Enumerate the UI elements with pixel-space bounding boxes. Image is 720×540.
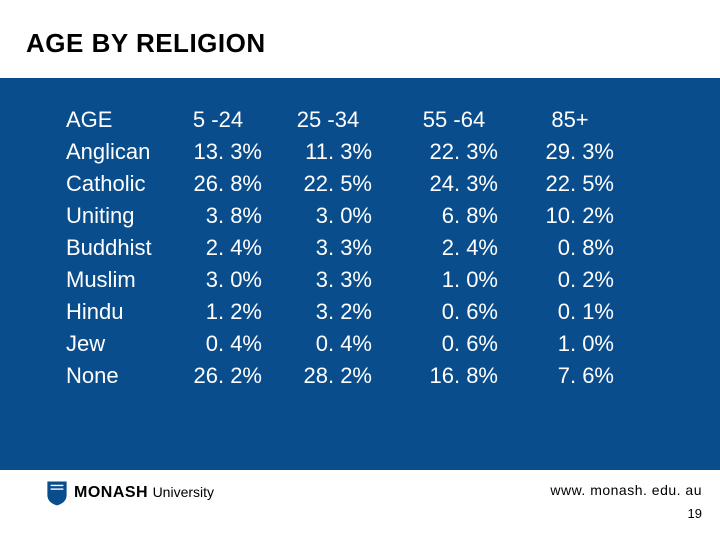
table-row: Buddhist2. 4%3. 3%2. 4%0. 8%	[66, 232, 626, 264]
table-row: Uniting3. 8% 3. 0% 6. 8% 10. 2%	[66, 200, 626, 232]
table-row: None26. 2% 28. 2% 16. 8% 7. 6%	[66, 360, 626, 392]
cell: 0. 4%	[284, 333, 372, 355]
cell: 26. 2%	[174, 365, 262, 387]
cell: 1. 0%	[526, 333, 614, 355]
table-row: Jew0. 4%0. 4%0. 6%1. 0%	[66, 328, 626, 360]
cell: 11. 3%	[284, 141, 372, 163]
cell: 22. 5%	[526, 173, 614, 195]
cell: 0. 2%	[526, 269, 614, 291]
cell: 28. 2%	[284, 365, 372, 387]
cell: 22. 5%	[284, 173, 372, 195]
row-label: None	[66, 365, 174, 387]
table-row: Muslim3. 0% 3. 3% 1. 0% 0. 2%	[66, 264, 626, 296]
cell: 3. 3%	[284, 269, 372, 291]
row-label: Uniting	[66, 205, 174, 227]
brand-name: MONASH University	[74, 484, 214, 502]
cell: 0. 1%	[526, 301, 614, 323]
cell: 10. 2%	[526, 205, 614, 227]
table-row: Hindu1. 2% 3. 2% 0. 6% 0. 1%	[66, 296, 626, 328]
shield-icon	[46, 480, 68, 506]
cell: 2. 4%	[174, 237, 262, 259]
cell: 22. 3%	[410, 141, 498, 163]
footer-url: www. monash. edu. au	[550, 482, 702, 498]
row-label: Jew	[66, 333, 174, 355]
row-label: Catholic	[66, 173, 174, 195]
cell: 0. 6%	[410, 301, 498, 323]
cell: 13. 3%	[174, 141, 262, 163]
cell: 6. 8%	[410, 205, 498, 227]
cell: 24. 3%	[410, 173, 498, 195]
brand-logo: MONASH University	[46, 480, 214, 506]
col-header: 85+	[526, 109, 614, 131]
cell: 29. 3%	[526, 141, 614, 163]
cell: 3. 2%	[284, 301, 372, 323]
cell: 3. 0%	[284, 205, 372, 227]
brand-subtext: University	[153, 484, 214, 500]
row-label: Hindu	[66, 301, 174, 323]
row-label: Anglican	[66, 141, 174, 163]
page-number: 19	[688, 506, 702, 521]
header-label: AGE	[66, 109, 174, 131]
table-row: Catholic26. 8% 22. 5% 24. 3% 22. 5%	[66, 168, 626, 200]
cell: 26. 8%	[174, 173, 262, 195]
data-table: AGE5 -24 25 -34 55 -64 85+ Anglican13. 3% 11.…	[66, 104, 626, 392]
cell: 3. 0%	[174, 269, 262, 291]
cell: 0. 8%	[526, 237, 614, 259]
col-header: 55 -64	[410, 109, 498, 131]
title-bar: AGE BY RELIGION	[0, 0, 720, 78]
cell: 0. 6%	[410, 333, 498, 355]
cell: 1. 2%	[174, 301, 262, 323]
cell: 3. 3%	[284, 237, 372, 259]
table-header-row: AGE5 -24 25 -34 55 -64 85+	[66, 104, 626, 136]
col-header: 5 -24	[174, 109, 262, 131]
brand-text: MONASH	[74, 484, 148, 501]
table-row: Anglican13. 3% 11. 3% 22. 3% 29. 3%	[66, 136, 626, 168]
row-label: Muslim	[66, 269, 174, 291]
cell: 2. 4%	[410, 237, 498, 259]
col-header: 25 -34	[284, 109, 372, 131]
cell: 16. 8%	[410, 365, 498, 387]
cell: 1. 0%	[410, 269, 498, 291]
page-title: AGE BY RELIGION	[26, 28, 720, 59]
cell: 0. 4%	[174, 333, 262, 355]
cell: 3. 8%	[174, 205, 262, 227]
cell: 7. 6%	[526, 365, 614, 387]
row-label: Buddhist	[66, 237, 174, 259]
